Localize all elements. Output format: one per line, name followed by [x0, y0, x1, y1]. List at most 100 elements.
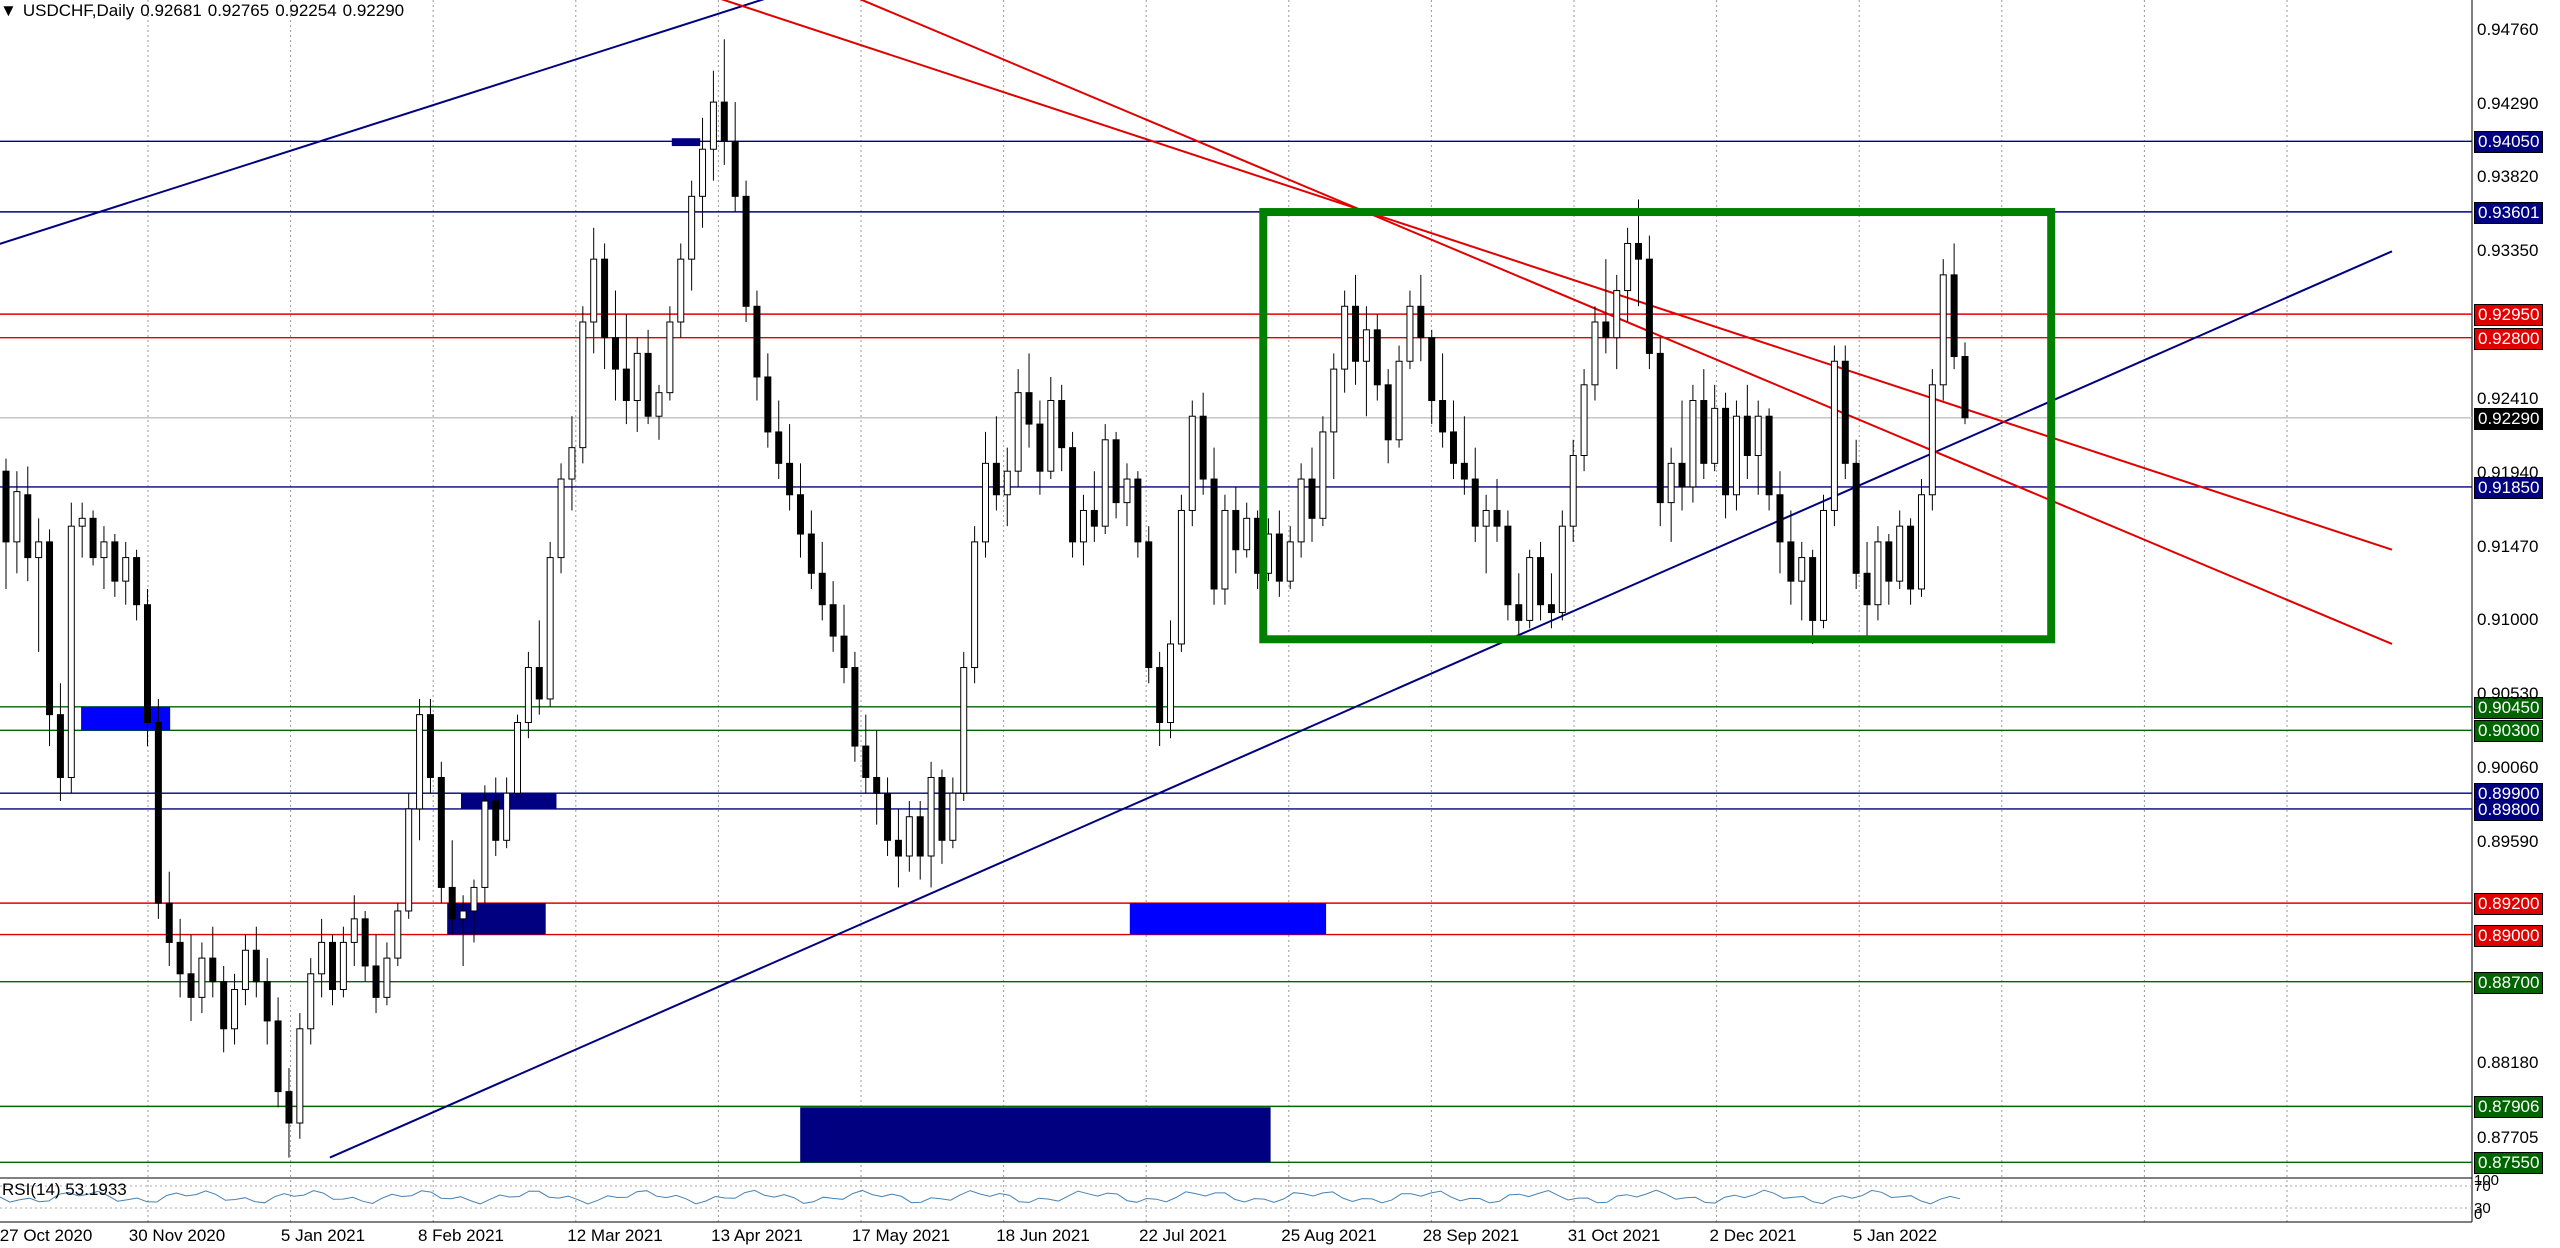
candle: [938, 769, 946, 864]
symbol-label: USDCHF,Daily: [22, 1, 135, 20]
candle: [796, 463, 804, 558]
candle: [296, 1013, 304, 1139]
candle: [862, 714, 870, 794]
candle-body: [1602, 321, 1610, 339]
candle: [688, 180, 696, 291]
candle-body: [2, 470, 10, 543]
candle: [1928, 369, 1936, 511]
candle-body: [1732, 415, 1740, 496]
candle: [263, 958, 271, 1045]
candle: [1221, 494, 1229, 605]
rsi-label: RSI(14) 53.1933: [2, 1180, 127, 1199]
candle: [416, 698, 424, 841]
candle-body: [514, 722, 522, 794]
candle: [1885, 534, 1893, 605]
candle: [318, 918, 326, 998]
candle-body: [426, 714, 434, 778]
candle: [1939, 259, 1947, 401]
rsi-tick-30: 30: [2474, 1200, 2491, 1217]
candle-body: [231, 989, 239, 1030]
candle-body: [1112, 439, 1120, 504]
candle-body: [1961, 356, 1969, 419]
candle-body: [67, 525, 75, 778]
candle: [916, 801, 924, 880]
price-tick-0.93350: 0.93350: [2477, 241, 2539, 261]
candle-body: [448, 886, 456, 920]
candle-body: [361, 918, 369, 967]
candle: [209, 926, 217, 998]
candle: [394, 903, 402, 966]
candle-body: [775, 431, 783, 464]
candle: [329, 934, 336, 1006]
candle-body: [1101, 439, 1109, 527]
candle-body: [1928, 384, 1936, 496]
candle: [405, 793, 413, 919]
price-badge-0.90300: 0.90300: [2474, 720, 2544, 743]
price-badge-0.89200: 0.89200: [2474, 893, 2544, 916]
price-badge-0.93601: 0.93601: [2474, 201, 2544, 224]
candle: [840, 604, 848, 684]
candle-body: [198, 957, 206, 998]
range-box: [1259, 208, 2056, 644]
candle: [1058, 384, 1066, 472]
candle: [807, 510, 815, 589]
candle-body: [764, 376, 772, 433]
candle-body: [1580, 384, 1588, 456]
date-label: 17 May 2021: [851, 1226, 951, 1245]
rsi-series-line: [0, 1189, 1961, 1205]
candle: [459, 895, 467, 966]
price-badge-0.89000: 0.89000: [2474, 924, 2544, 947]
candle: [1765, 408, 1773, 511]
candle: [1580, 369, 1588, 472]
candle-body: [829, 604, 837, 637]
candle-body: [133, 557, 141, 606]
candle: [1199, 392, 1207, 495]
candle-body: [122, 557, 130, 582]
candle-body: [1896, 525, 1904, 582]
price-tick-0.92410: 0.92410: [2477, 388, 2539, 408]
candle-body: [1199, 415, 1207, 480]
candle-body: [1689, 400, 1697, 488]
candle: [198, 942, 206, 1014]
candle-body: [1286, 541, 1294, 582]
supply-demand-zone: [1129, 903, 1327, 935]
candle-body: [1645, 258, 1653, 354]
candle: [1145, 526, 1153, 684]
candle-body: [840, 635, 848, 669]
candle: [1547, 573, 1555, 629]
candle: [1395, 345, 1403, 448]
price-tick-0.89590: 0.89590: [2477, 831, 2539, 851]
candle-body: [329, 941, 336, 991]
candle: [1863, 541, 1871, 637]
candle: [2, 458, 10, 589]
candle-body: [1613, 290, 1621, 339]
candle: [982, 431, 989, 558]
candle: [1406, 290, 1414, 370]
candle: [927, 761, 935, 888]
candle-body: [1352, 305, 1360, 362]
candle-body: [383, 957, 391, 998]
candle: [905, 801, 913, 872]
candle-body: [949, 792, 957, 841]
candle: [56, 683, 64, 802]
candle: [1515, 573, 1523, 637]
candle: [1090, 471, 1098, 542]
candle: [350, 895, 358, 966]
candle-body: [241, 949, 249, 991]
candle-body: [296, 1028, 304, 1124]
candle-body: [884, 792, 892, 841]
candle-body: [1210, 478, 1218, 590]
price-tick-0.88180: 0.88180: [2477, 1053, 2539, 1073]
candle-body: [535, 667, 543, 700]
candle-body: [1232, 509, 1240, 551]
date-label: 18 Jun 2021: [996, 1226, 1090, 1245]
candle-body: [1156, 667, 1164, 724]
date-label: 25 Aug 2021: [1281, 1226, 1377, 1245]
candle: [1667, 447, 1675, 542]
candle: [829, 581, 837, 652]
candle: [949, 777, 957, 849]
candle-body: [1917, 494, 1925, 590]
dropdown-arrow-icon[interactable]: ▼: [0, 1, 17, 20]
candle-body: [1874, 541, 1882, 606]
